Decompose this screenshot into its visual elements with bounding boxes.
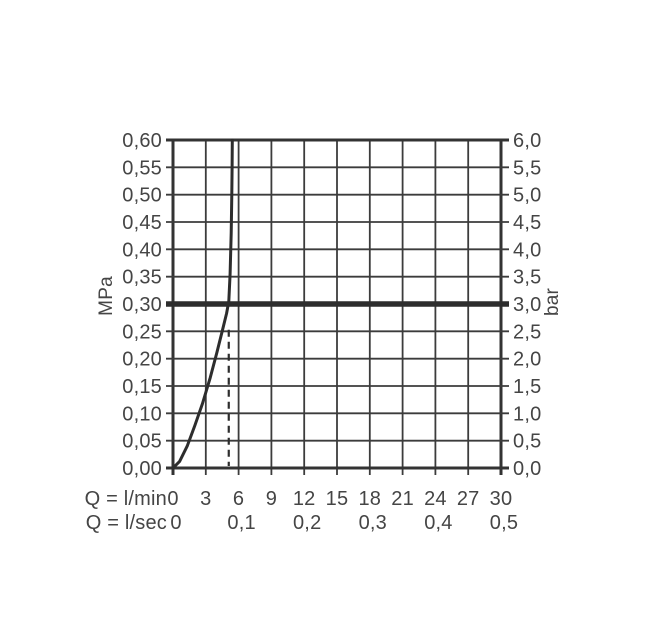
x-axis-row1-label: Q = l/min	[85, 488, 167, 510]
y-left-tick-label: 0,30	[122, 294, 162, 316]
x-row2-tick-label: 0,2	[293, 512, 321, 534]
x-row1-tick-label: 24	[424, 488, 447, 510]
y-left-tick-label: 0,55	[122, 157, 162, 179]
grid-layer	[166, 138, 509, 475]
x-row1-tick-label: 15	[326, 488, 349, 510]
flow-curve	[171, 138, 234, 470]
y-right-tick-label: 4,0	[513, 239, 541, 261]
y-left-tick-label: 0,40	[122, 239, 162, 261]
y-left-tick-label: 0,05	[122, 431, 162, 453]
x-row1-tick-label: 18	[358, 488, 381, 510]
x-row1-tick-label: 9	[266, 488, 277, 510]
x-row1-tick-label: 6	[233, 488, 244, 510]
x-row1-tick-label: 27	[457, 488, 480, 510]
y-left-tick-label: 0,10	[122, 403, 162, 425]
y-right-tick-label: 0,0	[513, 458, 541, 480]
x-row1-tick-label: 30	[490, 488, 513, 510]
y-right-tick-label: 2,5	[513, 321, 541, 343]
x-row2-tick-label: 0	[170, 512, 181, 534]
y-right-tick-label: 5,5	[513, 157, 541, 179]
y-left-tick-label: 0,35	[122, 267, 162, 289]
y-left-tick-label: 0,15	[122, 376, 162, 398]
x-row1-tick-label: 0	[167, 488, 178, 510]
x-row2-tick-label: 0,1	[227, 512, 255, 534]
x-row2-tick-label: 0,4	[424, 512, 452, 534]
y-right-tick-label: 4,5	[513, 212, 541, 234]
y-left-tick-label: 0,50	[122, 185, 162, 207]
y-right-tick-label: 0,5	[513, 431, 541, 453]
y-right-tick-label: 3,0	[513, 294, 541, 316]
x-row2-tick-label: 0,5	[490, 512, 518, 534]
y-left-tick-label: 0,25	[122, 321, 162, 343]
y-left-tick-label: 0,45	[122, 212, 162, 234]
y-right-tick-label: 6,0	[513, 130, 541, 152]
x-row1-tick-label: 12	[293, 488, 316, 510]
y-right-axis-unit-label: bar	[542, 287, 563, 316]
y-right-tick-label: 2,0	[513, 349, 541, 371]
x-row2-tick-label: 0,3	[359, 512, 387, 534]
x-axis-row2-label: Q = l/sec	[86, 512, 167, 534]
x-row1-tick-label: 3	[200, 488, 211, 510]
y-right-tick-label: 1,5	[513, 376, 541, 398]
y-right-tick-label: 3,5	[513, 267, 541, 289]
y-left-axis-unit-label: MPa	[96, 276, 117, 316]
y-right-tick-label: 1,0	[513, 403, 541, 425]
y-left-tick-label: 0,00	[122, 458, 162, 480]
y-right-tick-label: 5,0	[513, 185, 541, 207]
y-left-tick-label: 0,20	[122, 349, 162, 371]
series-layer	[166, 138, 509, 470]
tick-label-layer: 0,600,550,500,450,400,350,300,250,200,15…	[122, 130, 541, 534]
y-left-tick-label: 0,60	[122, 130, 162, 152]
x-row1-tick-label: 21	[391, 488, 414, 510]
